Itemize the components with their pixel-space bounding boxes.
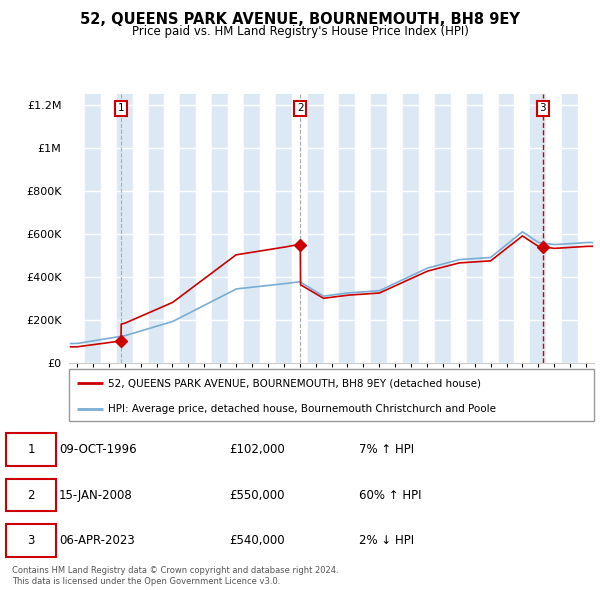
Text: 2: 2	[297, 103, 304, 113]
Bar	[260, 94, 276, 363]
Bar	[546, 94, 562, 363]
Bar	[276, 94, 292, 363]
Bar	[69, 94, 85, 363]
Text: HPI: Average price, detached house, Bournemouth Christchurch and Poole: HPI: Average price, detached house, Bour…	[109, 404, 496, 414]
Bar	[340, 94, 355, 363]
Text: 15-JAN-2008: 15-JAN-2008	[59, 489, 133, 502]
Bar	[196, 94, 212, 363]
Bar	[387, 94, 403, 363]
Bar	[292, 94, 308, 363]
Bar	[371, 94, 387, 363]
Text: £550,000: £550,000	[229, 489, 285, 502]
Bar	[435, 94, 451, 363]
Bar	[578, 94, 594, 363]
Bar	[419, 94, 435, 363]
FancyBboxPatch shape	[69, 369, 594, 421]
Bar	[514, 94, 530, 363]
FancyBboxPatch shape	[6, 433, 56, 466]
Bar	[133, 94, 149, 363]
Bar	[117, 94, 133, 363]
Text: Contains HM Land Registry data © Crown copyright and database right 2024.: Contains HM Land Registry data © Crown c…	[12, 566, 338, 575]
FancyBboxPatch shape	[6, 524, 56, 557]
FancyBboxPatch shape	[6, 478, 56, 512]
Bar	[164, 94, 181, 363]
Bar	[149, 94, 164, 363]
Bar	[212, 94, 228, 363]
Bar	[530, 94, 546, 363]
Bar	[244, 94, 260, 363]
Text: 1: 1	[27, 443, 35, 456]
Text: 7% ↑ HPI: 7% ↑ HPI	[359, 443, 414, 456]
Text: 1: 1	[118, 103, 124, 113]
Bar	[355, 94, 371, 363]
Bar	[467, 94, 482, 363]
Bar	[451, 94, 467, 363]
Bar	[403, 94, 419, 363]
Bar	[482, 94, 499, 363]
Bar	[101, 94, 117, 363]
Text: 06-APR-2023: 06-APR-2023	[59, 534, 134, 547]
Text: Price paid vs. HM Land Registry's House Price Index (HPI): Price paid vs. HM Land Registry's House …	[131, 25, 469, 38]
Bar	[181, 94, 196, 363]
Text: 2% ↓ HPI: 2% ↓ HPI	[359, 534, 414, 547]
Text: 09-OCT-1996: 09-OCT-1996	[59, 443, 137, 456]
Text: 52, QUEENS PARK AVENUE, BOURNEMOUTH, BH8 9EY: 52, QUEENS PARK AVENUE, BOURNEMOUTH, BH8…	[80, 12, 520, 27]
Text: £540,000: £540,000	[229, 534, 285, 547]
Bar	[562, 94, 578, 363]
Text: 52, QUEENS PARK AVENUE, BOURNEMOUTH, BH8 9EY (detached house): 52, QUEENS PARK AVENUE, BOURNEMOUTH, BH8…	[109, 378, 481, 388]
Bar	[499, 94, 514, 363]
Bar	[228, 94, 244, 363]
Text: This data is licensed under the Open Government Licence v3.0.: This data is licensed under the Open Gov…	[12, 577, 280, 586]
Bar	[308, 94, 323, 363]
Bar	[85, 94, 101, 363]
Text: 60% ↑ HPI: 60% ↑ HPI	[359, 489, 421, 502]
Text: 3: 3	[28, 534, 35, 547]
Text: £102,000: £102,000	[229, 443, 285, 456]
Text: 3: 3	[539, 103, 546, 113]
Text: 2: 2	[27, 489, 35, 502]
Bar	[323, 94, 340, 363]
